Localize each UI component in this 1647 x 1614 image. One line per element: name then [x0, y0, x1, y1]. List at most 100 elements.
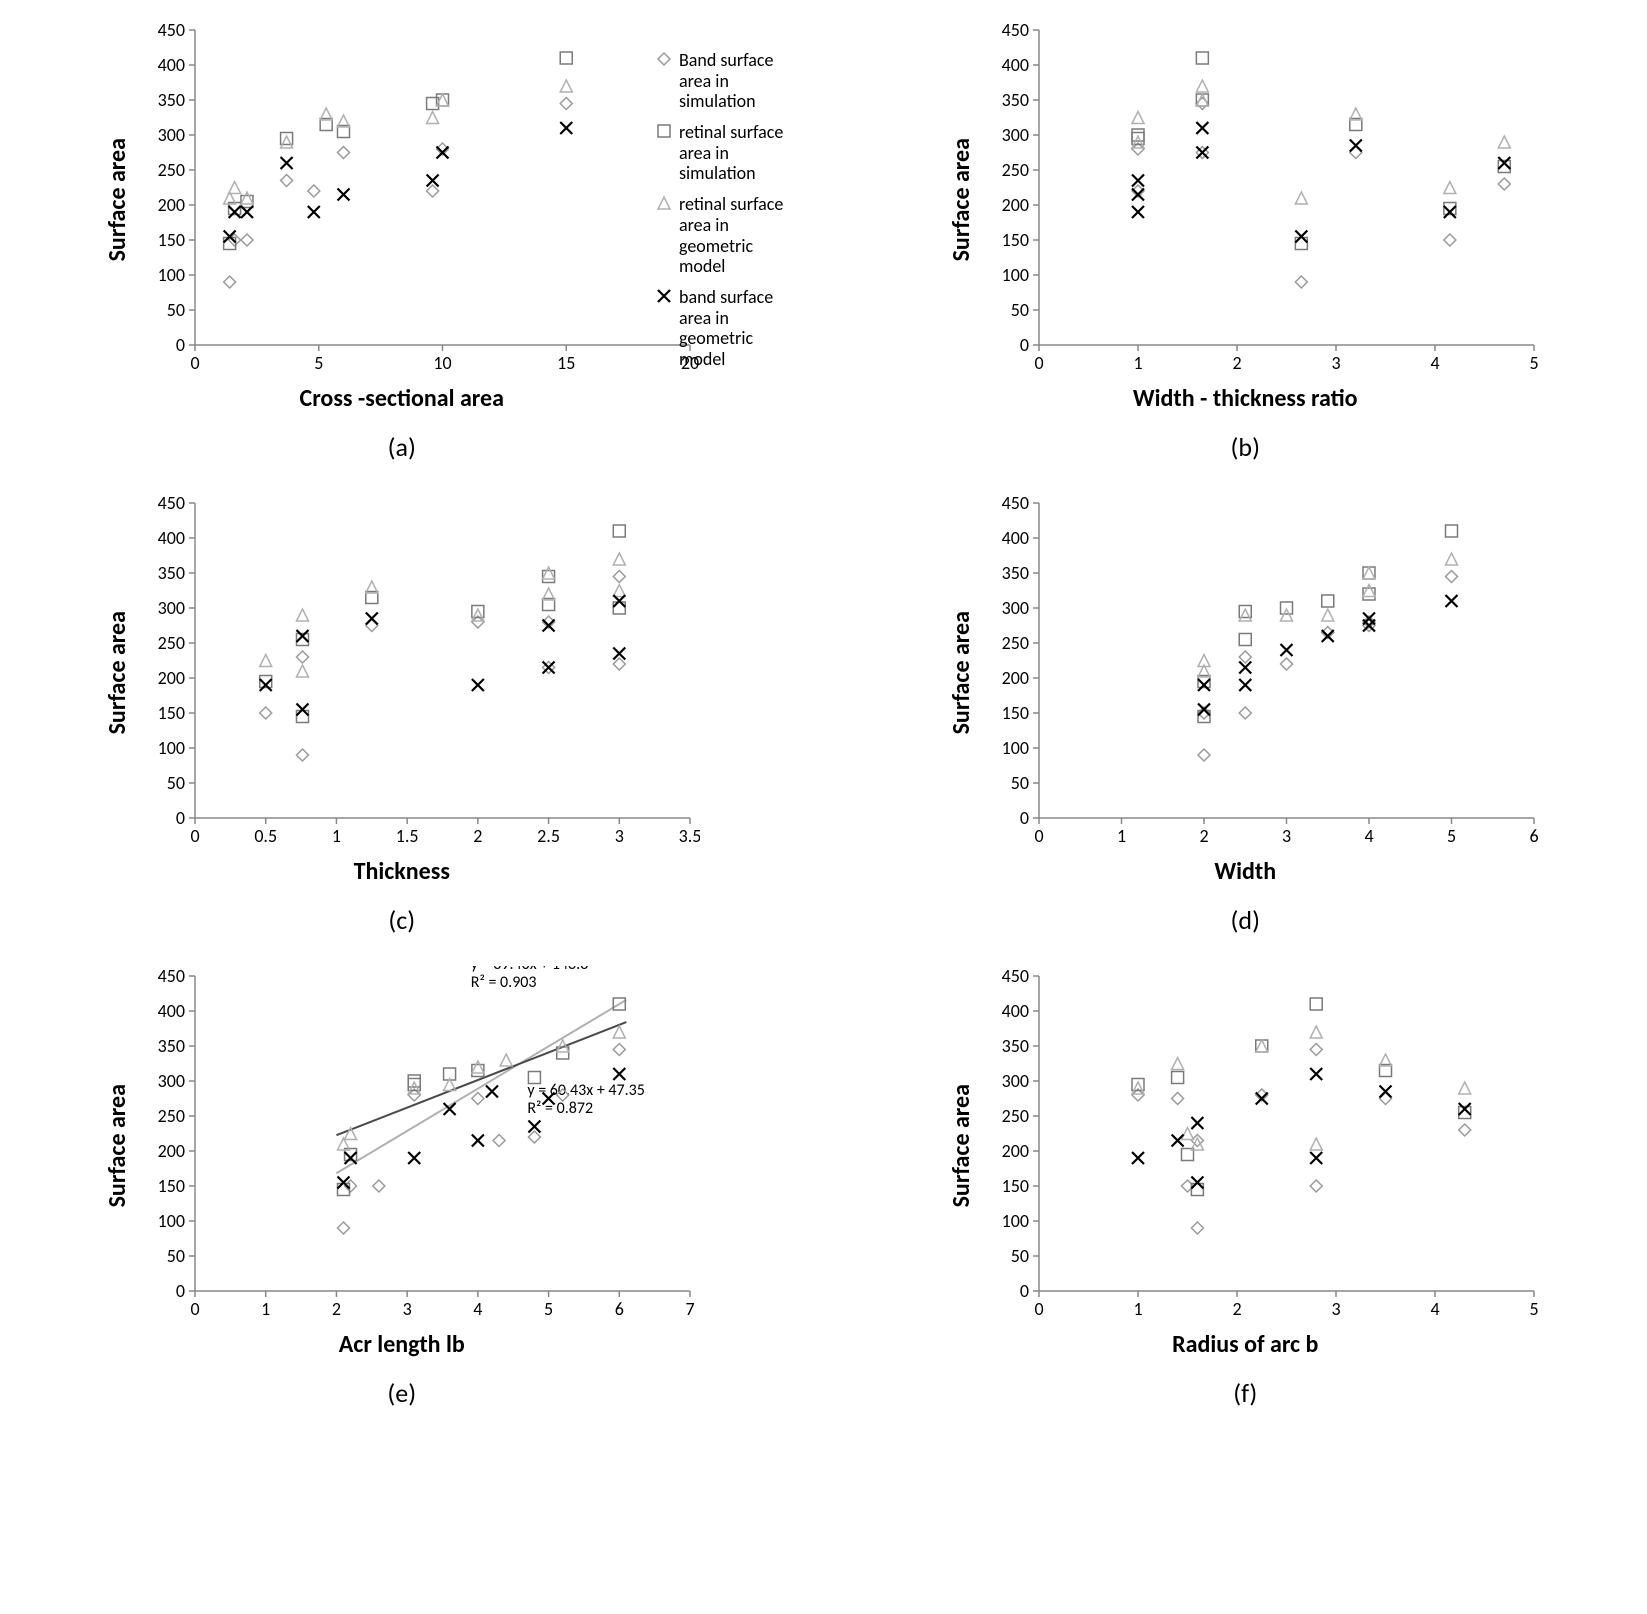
svg-text:0: 0: [191, 352, 200, 374]
subplot-label: (d): [1231, 904, 1260, 936]
svg-text:0: 0: [191, 825, 200, 847]
svg-text:450: 450: [158, 493, 185, 514]
svg-text:50: 50: [167, 772, 185, 794]
svg-text:0: 0: [176, 1280, 185, 1302]
svg-text:250: 250: [1001, 159, 1028, 181]
svg-text:450: 450: [158, 20, 185, 41]
svg-text:2: 2: [1199, 825, 1208, 847]
x-axis-label: Radius of arc b: [1172, 1330, 1318, 1359]
svg-text:400: 400: [158, 527, 185, 549]
svg-text:400: 400: [1001, 54, 1028, 76]
svg-text:4: 4: [1430, 352, 1439, 374]
svg-text:250: 250: [1001, 1105, 1028, 1127]
legend-item: band surface area in geometric model: [655, 287, 784, 370]
svg-text:1: 1: [332, 825, 341, 847]
svg-text:350: 350: [1001, 1035, 1028, 1057]
y-axis-label: Surface area: [103, 1084, 132, 1207]
subplot-label: (a): [388, 431, 416, 463]
svg-text:150: 150: [158, 702, 185, 724]
legend-label: band surface area in geometric model: [679, 287, 784, 370]
svg-text:2.5: 2.5: [537, 825, 560, 847]
diamond-icon: [655, 50, 673, 68]
svg-text:1: 1: [261, 1298, 270, 1320]
svg-text:3: 3: [1331, 1298, 1340, 1320]
svg-text:4: 4: [1430, 1298, 1439, 1320]
x-axis-label: Cross -sectional area: [299, 384, 504, 413]
chart-cell-d: Surface area 050100150200250300350400450…: [864, 493, 1628, 936]
svg-text:1.5: 1.5: [396, 825, 419, 847]
svg-text:400: 400: [158, 1000, 185, 1022]
svg-text:250: 250: [158, 1105, 185, 1127]
svg-text:y = 60.43x + 47.35: y = 60.43x + 47.35: [528, 1081, 646, 1100]
svg-text:3: 3: [1282, 825, 1291, 847]
svg-text:0: 0: [191, 1298, 200, 1320]
svg-text:300: 300: [1001, 597, 1028, 619]
svg-text:450: 450: [1001, 20, 1028, 41]
svg-text:250: 250: [158, 632, 185, 654]
svg-text:150: 150: [158, 229, 185, 251]
chart-cell-f: Surface area 050100150200250300350400450…: [864, 966, 1628, 1409]
x-axis-label: Width: [1214, 857, 1276, 886]
svg-text:200: 200: [158, 194, 185, 216]
svg-text:4: 4: [1364, 825, 1373, 847]
svg-text:200: 200: [1001, 667, 1028, 689]
svg-text:100: 100: [158, 737, 185, 759]
chart-cell-b: Surface area 050100150200250300350400450…: [864, 20, 1628, 463]
subplot-label: (b): [1231, 431, 1260, 463]
svg-text:50: 50: [1011, 299, 1029, 321]
svg-text:350: 350: [158, 89, 185, 111]
svg-text:15: 15: [557, 352, 575, 374]
legend-label: retinal surface area in simulation: [679, 122, 784, 184]
svg-text:2: 2: [1232, 352, 1241, 374]
svg-text:3: 3: [615, 825, 624, 847]
svg-text:0: 0: [1020, 1280, 1029, 1302]
svg-text:10: 10: [434, 352, 452, 374]
legend-label: Band surface area in simulation: [679, 50, 784, 112]
svg-text:2: 2: [474, 825, 483, 847]
svg-text:200: 200: [1001, 1140, 1028, 1162]
square-icon: [655, 122, 673, 140]
svg-text:300: 300: [1001, 1070, 1028, 1092]
legend-item: retinal surface area in simulation: [655, 122, 784, 184]
svg-text:100: 100: [158, 1210, 185, 1232]
svg-text:5: 5: [1529, 1298, 1538, 1320]
svg-text:250: 250: [158, 159, 185, 181]
svg-text:3.5: 3.5: [679, 825, 700, 847]
svg-text:5: 5: [1529, 352, 1538, 374]
svg-text:400: 400: [1001, 527, 1028, 549]
svg-text:1: 1: [1133, 352, 1142, 374]
svg-text:350: 350: [158, 562, 185, 584]
legend: Band surface area in simulation retinal …: [655, 50, 784, 380]
svg-text:100: 100: [1001, 264, 1028, 286]
svg-text:350: 350: [1001, 89, 1028, 111]
y-axis-label: Surface area: [947, 138, 976, 261]
svg-text:200: 200: [158, 667, 185, 689]
svg-text:50: 50: [1011, 772, 1029, 794]
svg-text:200: 200: [158, 1140, 185, 1162]
svg-text:5: 5: [544, 1298, 553, 1320]
svg-text:3: 3: [1331, 352, 1340, 374]
svg-text:350: 350: [158, 1035, 185, 1057]
svg-text:0: 0: [176, 807, 185, 829]
y-axis-label: Surface area: [103, 138, 132, 261]
svg-text:7: 7: [686, 1298, 695, 1320]
scatter-plot-c: 05010015020025030035040045000.511.522.53…: [140, 493, 700, 853]
svg-text:6: 6: [615, 1298, 624, 1320]
y-axis-label: Surface area: [947, 1084, 976, 1207]
svg-text:2: 2: [332, 1298, 341, 1320]
svg-text:0: 0: [176, 334, 185, 356]
svg-text:350: 350: [1001, 562, 1028, 584]
svg-text:300: 300: [158, 1070, 185, 1092]
svg-text:400: 400: [158, 54, 185, 76]
svg-text:450: 450: [1001, 966, 1028, 987]
svg-text:R² = 0.872: R² = 0.872: [528, 1099, 594, 1118]
scatter-plot-a: 05010015020025030035040045005101520: [140, 20, 700, 380]
svg-text:4: 4: [474, 1298, 483, 1320]
triangle-icon: [655, 194, 673, 212]
svg-text:3: 3: [403, 1298, 412, 1320]
svg-text:450: 450: [1001, 493, 1028, 514]
svg-text:100: 100: [1001, 737, 1028, 759]
svg-text:200: 200: [1001, 194, 1028, 216]
x-axis-label: Thickness: [354, 857, 450, 886]
svg-text:300: 300: [1001, 124, 1028, 146]
